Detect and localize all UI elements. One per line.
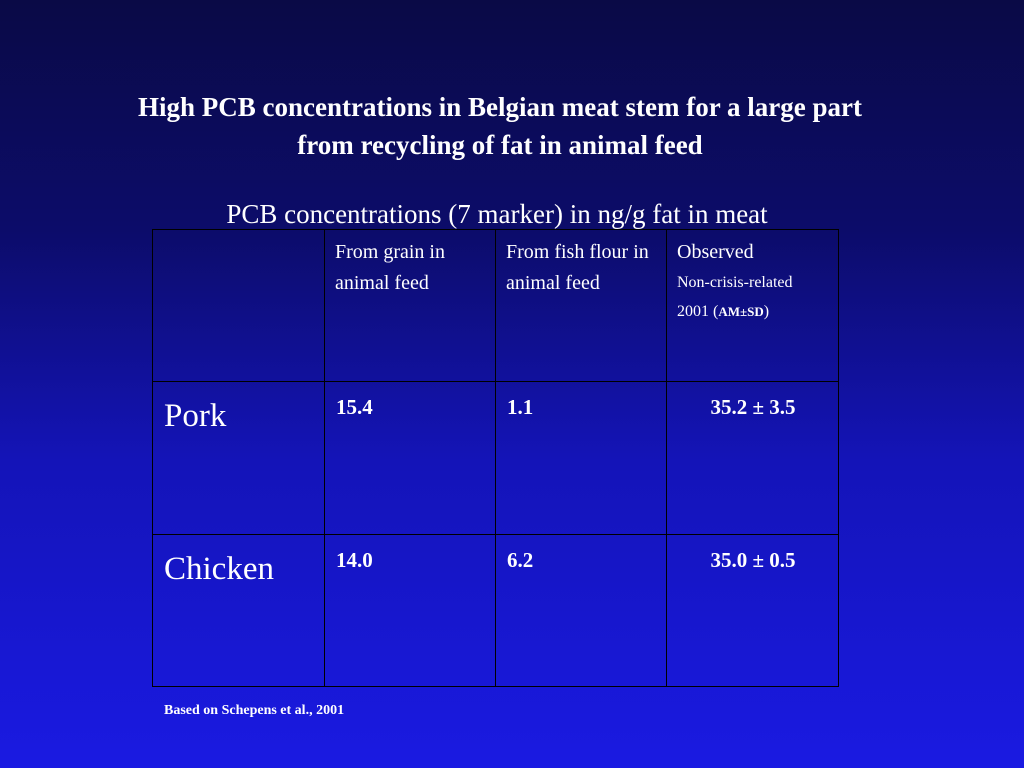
header-observed-year-prefix: 2001 (	[677, 303, 719, 320]
source-note: Based on Schepens et al., 2001	[164, 703, 345, 718]
slide-title-line-2: from recycling of fat in animal feed	[297, 130, 703, 160]
header-observed-title: Observed	[677, 241, 754, 263]
pork-fish-value: 1.1	[495, 381, 667, 535]
table-row-chicken: Chicken 14.0 6.2 35.0 ± 0.5	[152, 533, 839, 688]
chicken-fish-value: 6.2	[495, 533, 667, 688]
table-row-pork: Pork 15.4 1.1 35.2 ± 3.5	[152, 381, 839, 535]
table-header-row: From grain in animal feed From fish flou…	[152, 228, 839, 383]
header-observed-year: 2001 (AM±SD)	[677, 297, 828, 326]
table-caption: PCB concentrations (7 marker) in ng/g fa…	[226, 199, 768, 229]
header-empty-cell	[152, 228, 325, 383]
pcb-table: From grain in animal feed From fish flou…	[152, 228, 839, 688]
header-observed: Observed Non-crisis-related 2001 (AM±SD)	[666, 228, 839, 383]
header-fish-flour: From fish flour in animal feed	[495, 228, 667, 383]
row-label-pork: Pork	[152, 381, 325, 535]
pork-observed-value: 35.2 ± 3.5	[666, 381, 839, 535]
slide-title: High PCB concentrations in Belgian meat …	[0, 88, 1000, 164]
row-label-chicken: Chicken	[152, 533, 325, 688]
header-grain: From grain in animal feed	[324, 228, 496, 383]
header-observed-year-suffix: )	[763, 303, 770, 320]
chicken-grain-value: 14.0	[324, 533, 496, 688]
header-observed-am-sd: AM±SD	[718, 304, 764, 319]
chicken-observed-value: 35.0 ± 0.5	[666, 533, 839, 688]
pork-grain-value: 15.4	[324, 381, 496, 535]
slide-title-line-1: High PCB concentrations in Belgian meat …	[138, 92, 862, 122]
header-observed-subtitle: Non-crisis-related	[677, 274, 793, 291]
